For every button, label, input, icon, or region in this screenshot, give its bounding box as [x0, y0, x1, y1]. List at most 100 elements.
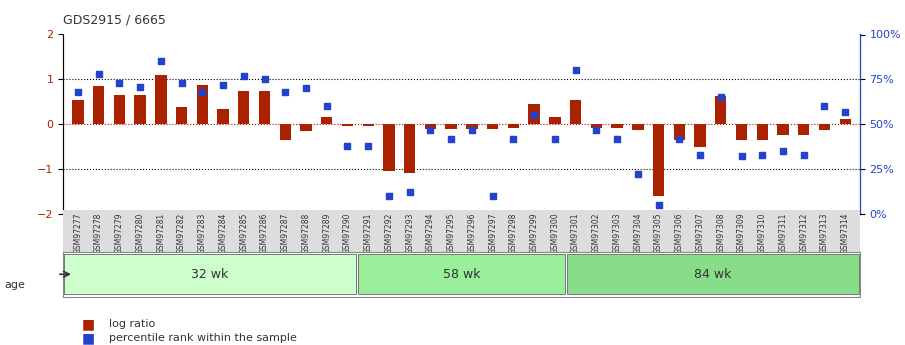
- Point: [693, 152, 708, 157]
- Point: [175, 80, 189, 86]
- Point: [424, 127, 438, 132]
- Bar: [591, 124, 602, 128]
- Text: GSM97297: GSM97297: [488, 213, 497, 254]
- Bar: [134, 95, 146, 124]
- Text: GSM97313: GSM97313: [820, 213, 829, 254]
- Text: ■: ■: [81, 331, 95, 345]
- Text: 58 wk: 58 wk: [443, 268, 481, 281]
- Text: GSM97292: GSM97292: [385, 213, 394, 254]
- Bar: [155, 75, 167, 124]
- Bar: [404, 124, 415, 172]
- FancyBboxPatch shape: [567, 254, 859, 294]
- Text: GSM97278: GSM97278: [94, 213, 103, 254]
- Bar: [424, 124, 436, 129]
- Text: GDS2915 / 6665: GDS2915 / 6665: [63, 14, 167, 27]
- Bar: [570, 99, 581, 124]
- Text: GSM97300: GSM97300: [550, 213, 559, 254]
- Bar: [238, 90, 250, 124]
- Text: GSM97299: GSM97299: [529, 213, 538, 254]
- Point: [133, 84, 148, 89]
- Text: GSM97282: GSM97282: [177, 213, 186, 254]
- Point: [278, 89, 292, 95]
- Point: [485, 193, 500, 199]
- Bar: [321, 117, 332, 124]
- Point: [589, 127, 604, 132]
- Bar: [300, 124, 311, 131]
- Text: GSM97308: GSM97308: [716, 213, 725, 254]
- Bar: [383, 124, 395, 171]
- Bar: [715, 96, 727, 124]
- Point: [257, 77, 272, 82]
- Text: GSM97295: GSM97295: [447, 213, 456, 254]
- Text: GSM97287: GSM97287: [281, 213, 290, 254]
- Point: [755, 152, 769, 157]
- Text: percentile rank within the sample: percentile rank within the sample: [109, 333, 297, 343]
- Point: [340, 143, 355, 148]
- Point: [464, 127, 479, 132]
- Text: GSM97296: GSM97296: [467, 213, 476, 254]
- Point: [734, 154, 748, 159]
- Text: GSM97284: GSM97284: [218, 213, 227, 254]
- Point: [215, 82, 230, 88]
- Point: [236, 73, 251, 79]
- Bar: [798, 124, 809, 135]
- FancyBboxPatch shape: [357, 254, 566, 294]
- Point: [631, 172, 645, 177]
- Text: GSM97281: GSM97281: [157, 213, 166, 254]
- Bar: [114, 95, 125, 124]
- Bar: [93, 86, 104, 124]
- Text: GSM97303: GSM97303: [613, 213, 622, 254]
- Bar: [549, 117, 560, 124]
- Bar: [757, 124, 768, 140]
- Text: GSM97285: GSM97285: [239, 213, 248, 254]
- Point: [361, 143, 376, 148]
- Point: [817, 104, 832, 109]
- Bar: [487, 124, 499, 129]
- Bar: [217, 108, 229, 124]
- Point: [652, 202, 666, 208]
- Point: [610, 136, 624, 141]
- Text: GSM97290: GSM97290: [343, 213, 352, 254]
- Text: 84 wk: 84 wk: [694, 268, 732, 281]
- Point: [154, 59, 168, 64]
- Bar: [777, 124, 789, 135]
- Text: GSM97280: GSM97280: [136, 213, 145, 254]
- Text: GSM97298: GSM97298: [509, 213, 518, 254]
- Point: [319, 104, 334, 109]
- Text: GSM97283: GSM97283: [198, 213, 207, 254]
- Text: GSM97305: GSM97305: [654, 213, 663, 254]
- Point: [299, 86, 313, 91]
- Point: [672, 136, 687, 141]
- Text: GSM97312: GSM97312: [799, 213, 808, 254]
- Point: [548, 136, 562, 141]
- Text: GSM97311: GSM97311: [778, 213, 787, 254]
- Text: GSM97279: GSM97279: [115, 213, 124, 254]
- Bar: [529, 104, 540, 124]
- Bar: [72, 99, 83, 124]
- Text: 32 wk: 32 wk: [192, 268, 229, 281]
- Point: [444, 136, 459, 141]
- Bar: [632, 124, 643, 130]
- Text: ■: ■: [81, 317, 95, 331]
- Bar: [819, 124, 830, 130]
- Text: GSM97294: GSM97294: [426, 213, 435, 254]
- Bar: [694, 124, 706, 147]
- Text: GSM97307: GSM97307: [696, 213, 705, 254]
- Point: [403, 190, 417, 195]
- Point: [195, 89, 210, 95]
- Text: GSM97291: GSM97291: [364, 213, 373, 254]
- Bar: [280, 124, 291, 140]
- Bar: [840, 119, 851, 124]
- Point: [91, 71, 106, 77]
- Text: GSM97289: GSM97289: [322, 213, 331, 254]
- Text: GSM97286: GSM97286: [260, 213, 269, 254]
- Text: GSM97306: GSM97306: [675, 213, 684, 254]
- Bar: [259, 91, 271, 124]
- Text: GSM97310: GSM97310: [757, 213, 767, 254]
- Bar: [445, 124, 457, 129]
- Bar: [342, 124, 353, 126]
- Point: [796, 152, 811, 157]
- Point: [506, 136, 520, 141]
- Point: [838, 109, 853, 115]
- Bar: [653, 124, 664, 196]
